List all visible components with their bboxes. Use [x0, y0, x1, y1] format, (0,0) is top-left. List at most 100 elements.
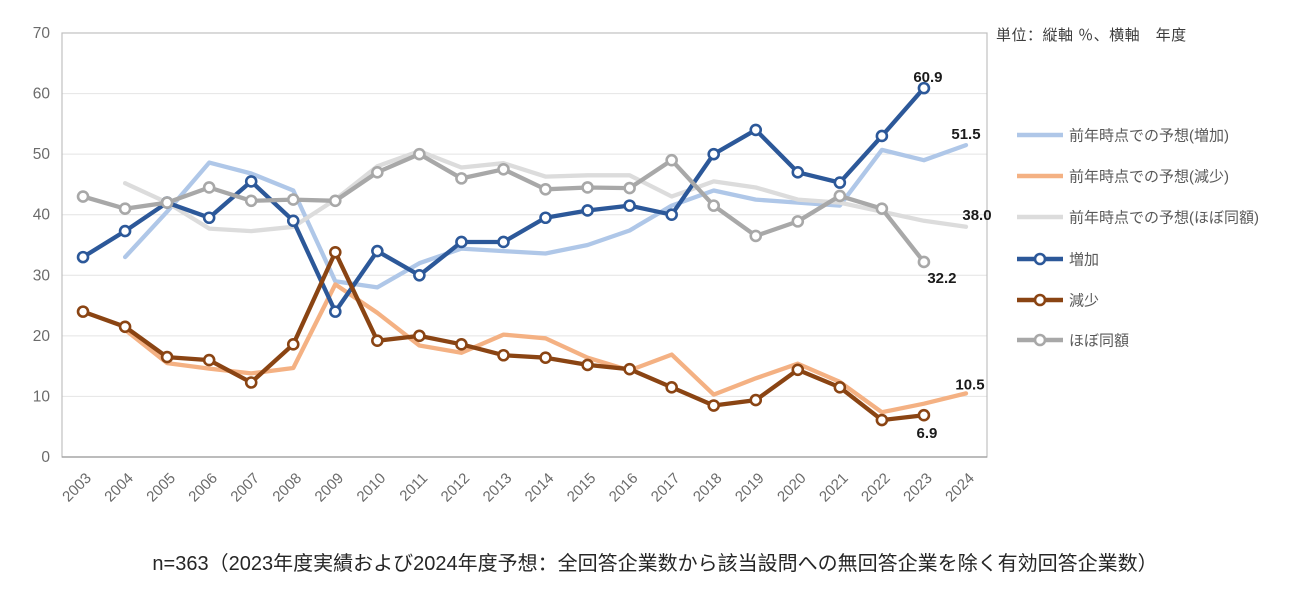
data-point-marker: [581, 204, 594, 217]
data-point-marker: [455, 235, 468, 249]
data-label: 60.9: [913, 69, 942, 86]
data-point-marker: [286, 338, 300, 351]
data-point-marker: [539, 211, 552, 225]
data-label: 10.5: [955, 376, 984, 393]
y-tick-label: 40: [33, 207, 51, 224]
y-tick-label: 60: [33, 86, 51, 103]
legend-label: 前年時点での予想(増加): [1069, 128, 1229, 145]
series-line-2: [122, 148, 969, 234]
data-point-marker: [202, 211, 216, 225]
x-tick-label: 2006: [185, 470, 221, 506]
data-point-marker: [371, 334, 384, 348]
y-tick-label: 30: [33, 267, 51, 284]
data-point-marker: [76, 305, 90, 318]
legend-item: 前年時点での予想(減少): [1017, 169, 1229, 186]
data-label: 32.2: [927, 270, 956, 287]
legend-label: 減少: [1069, 293, 1099, 310]
y-tick-label: 20: [33, 328, 51, 345]
x-tick-label: 2010: [354, 470, 390, 506]
data-point-marker: [623, 362, 636, 376]
legend-item: ほぼ同額: [1017, 333, 1129, 350]
data-point-marker: [665, 153, 678, 167]
data-point-marker: [707, 147, 721, 161]
y-tick-label: 0: [41, 449, 50, 466]
data-point-marker: [665, 381, 678, 394]
data-point-marker: [371, 166, 384, 179]
legend-item: 減少: [1017, 293, 1099, 310]
x-tick-label: 2021: [816, 470, 852, 506]
data-point-marker: [707, 199, 721, 212]
x-tick-label: 2009: [312, 470, 348, 506]
data-point-marker: [749, 229, 763, 243]
data-point-marker: [76, 190, 90, 203]
x-tick-label: 2017: [648, 470, 684, 506]
data-point-marker: [371, 244, 384, 258]
data-point-marker: [581, 181, 594, 194]
data-point-marker: [118, 224, 132, 238]
data-point-marker: [749, 393, 763, 407]
data-point-marker: [497, 235, 510, 249]
x-tick-label: 2020: [774, 470, 810, 506]
chart-caption: n=363（2023年度実績および2024年度予想：全回答企業数から該当設問への…: [152, 553, 1158, 575]
y-tick-label: 50: [33, 146, 51, 163]
x-tick-label: 2004: [101, 470, 137, 506]
data-point-marker: [749, 123, 763, 137]
x-tick-label: 2023: [900, 470, 936, 506]
data-point-marker: [286, 193, 300, 206]
data-point-marker: [328, 305, 342, 318]
data-point-marker: [413, 268, 426, 282]
legend-marker-icon: [1033, 293, 1047, 307]
x-tick-label: 2007: [227, 470, 263, 506]
data-point-marker: [118, 320, 132, 334]
data-point-marker: [833, 381, 847, 394]
data-point-marker: [244, 376, 258, 389]
x-tick-label: 2024: [942, 470, 978, 506]
legend-item: 前年時点での予想(ほぼ同額): [1017, 210, 1259, 227]
x-tick-label: 2013: [480, 470, 516, 506]
data-point-marker: [791, 215, 805, 228]
data-point-marker: [328, 245, 342, 259]
legend-item: 増加: [1017, 252, 1099, 269]
x-tick-label: 2008: [269, 470, 305, 506]
data-point-marker: [539, 351, 552, 364]
legend-label: ほぼ同額: [1069, 333, 1129, 350]
data-point-marker: [875, 202, 889, 215]
x-tick-label: 2014: [522, 470, 558, 506]
legend-label: 前年時点での予想(減少): [1069, 169, 1229, 186]
data-label: 6.9: [917, 425, 938, 442]
x-tick-label: 2015: [564, 470, 600, 506]
y-tick-label: 70: [33, 25, 51, 42]
data-point-marker: [497, 162, 510, 176]
data-point-marker: [539, 182, 552, 196]
data-point-marker: [160, 196, 174, 209]
data-point-marker: [623, 199, 636, 212]
data-point-marker: [328, 194, 342, 208]
legend-label: 前年時点での予想(ほぼ同額): [1069, 210, 1259, 227]
data-point-marker: [202, 181, 216, 194]
data-point-marker: [791, 166, 805, 179]
data-point-marker: [160, 350, 174, 364]
x-tick-label: 2022: [858, 470, 894, 506]
x-tick-label: 2003: [59, 470, 95, 506]
legend-item: 前年時点での予想(増加): [1017, 128, 1229, 145]
y-tick-label: 10: [33, 388, 51, 405]
data-point-marker: [244, 175, 258, 188]
data-point-marker: [833, 176, 847, 189]
data-point-marker: [244, 194, 258, 208]
legend-marker-icon: [1033, 252, 1047, 266]
x-tick-label: 2012: [438, 470, 474, 506]
data-point-marker: [875, 413, 889, 427]
data-label: 38.0: [962, 207, 991, 224]
data-point-marker: [581, 358, 594, 372]
x-tick-label: 2016: [606, 470, 642, 506]
data-label: 51.5: [951, 126, 980, 143]
data-point-marker: [413, 329, 426, 343]
data-point-marker: [286, 214, 300, 228]
x-tick-label: 2018: [690, 470, 726, 506]
data-point-marker: [707, 399, 721, 412]
legend-label: 増加: [1069, 252, 1099, 269]
data-point-marker: [76, 250, 90, 264]
data-point-marker: [917, 408, 931, 422]
data-point-marker: [118, 202, 132, 215]
